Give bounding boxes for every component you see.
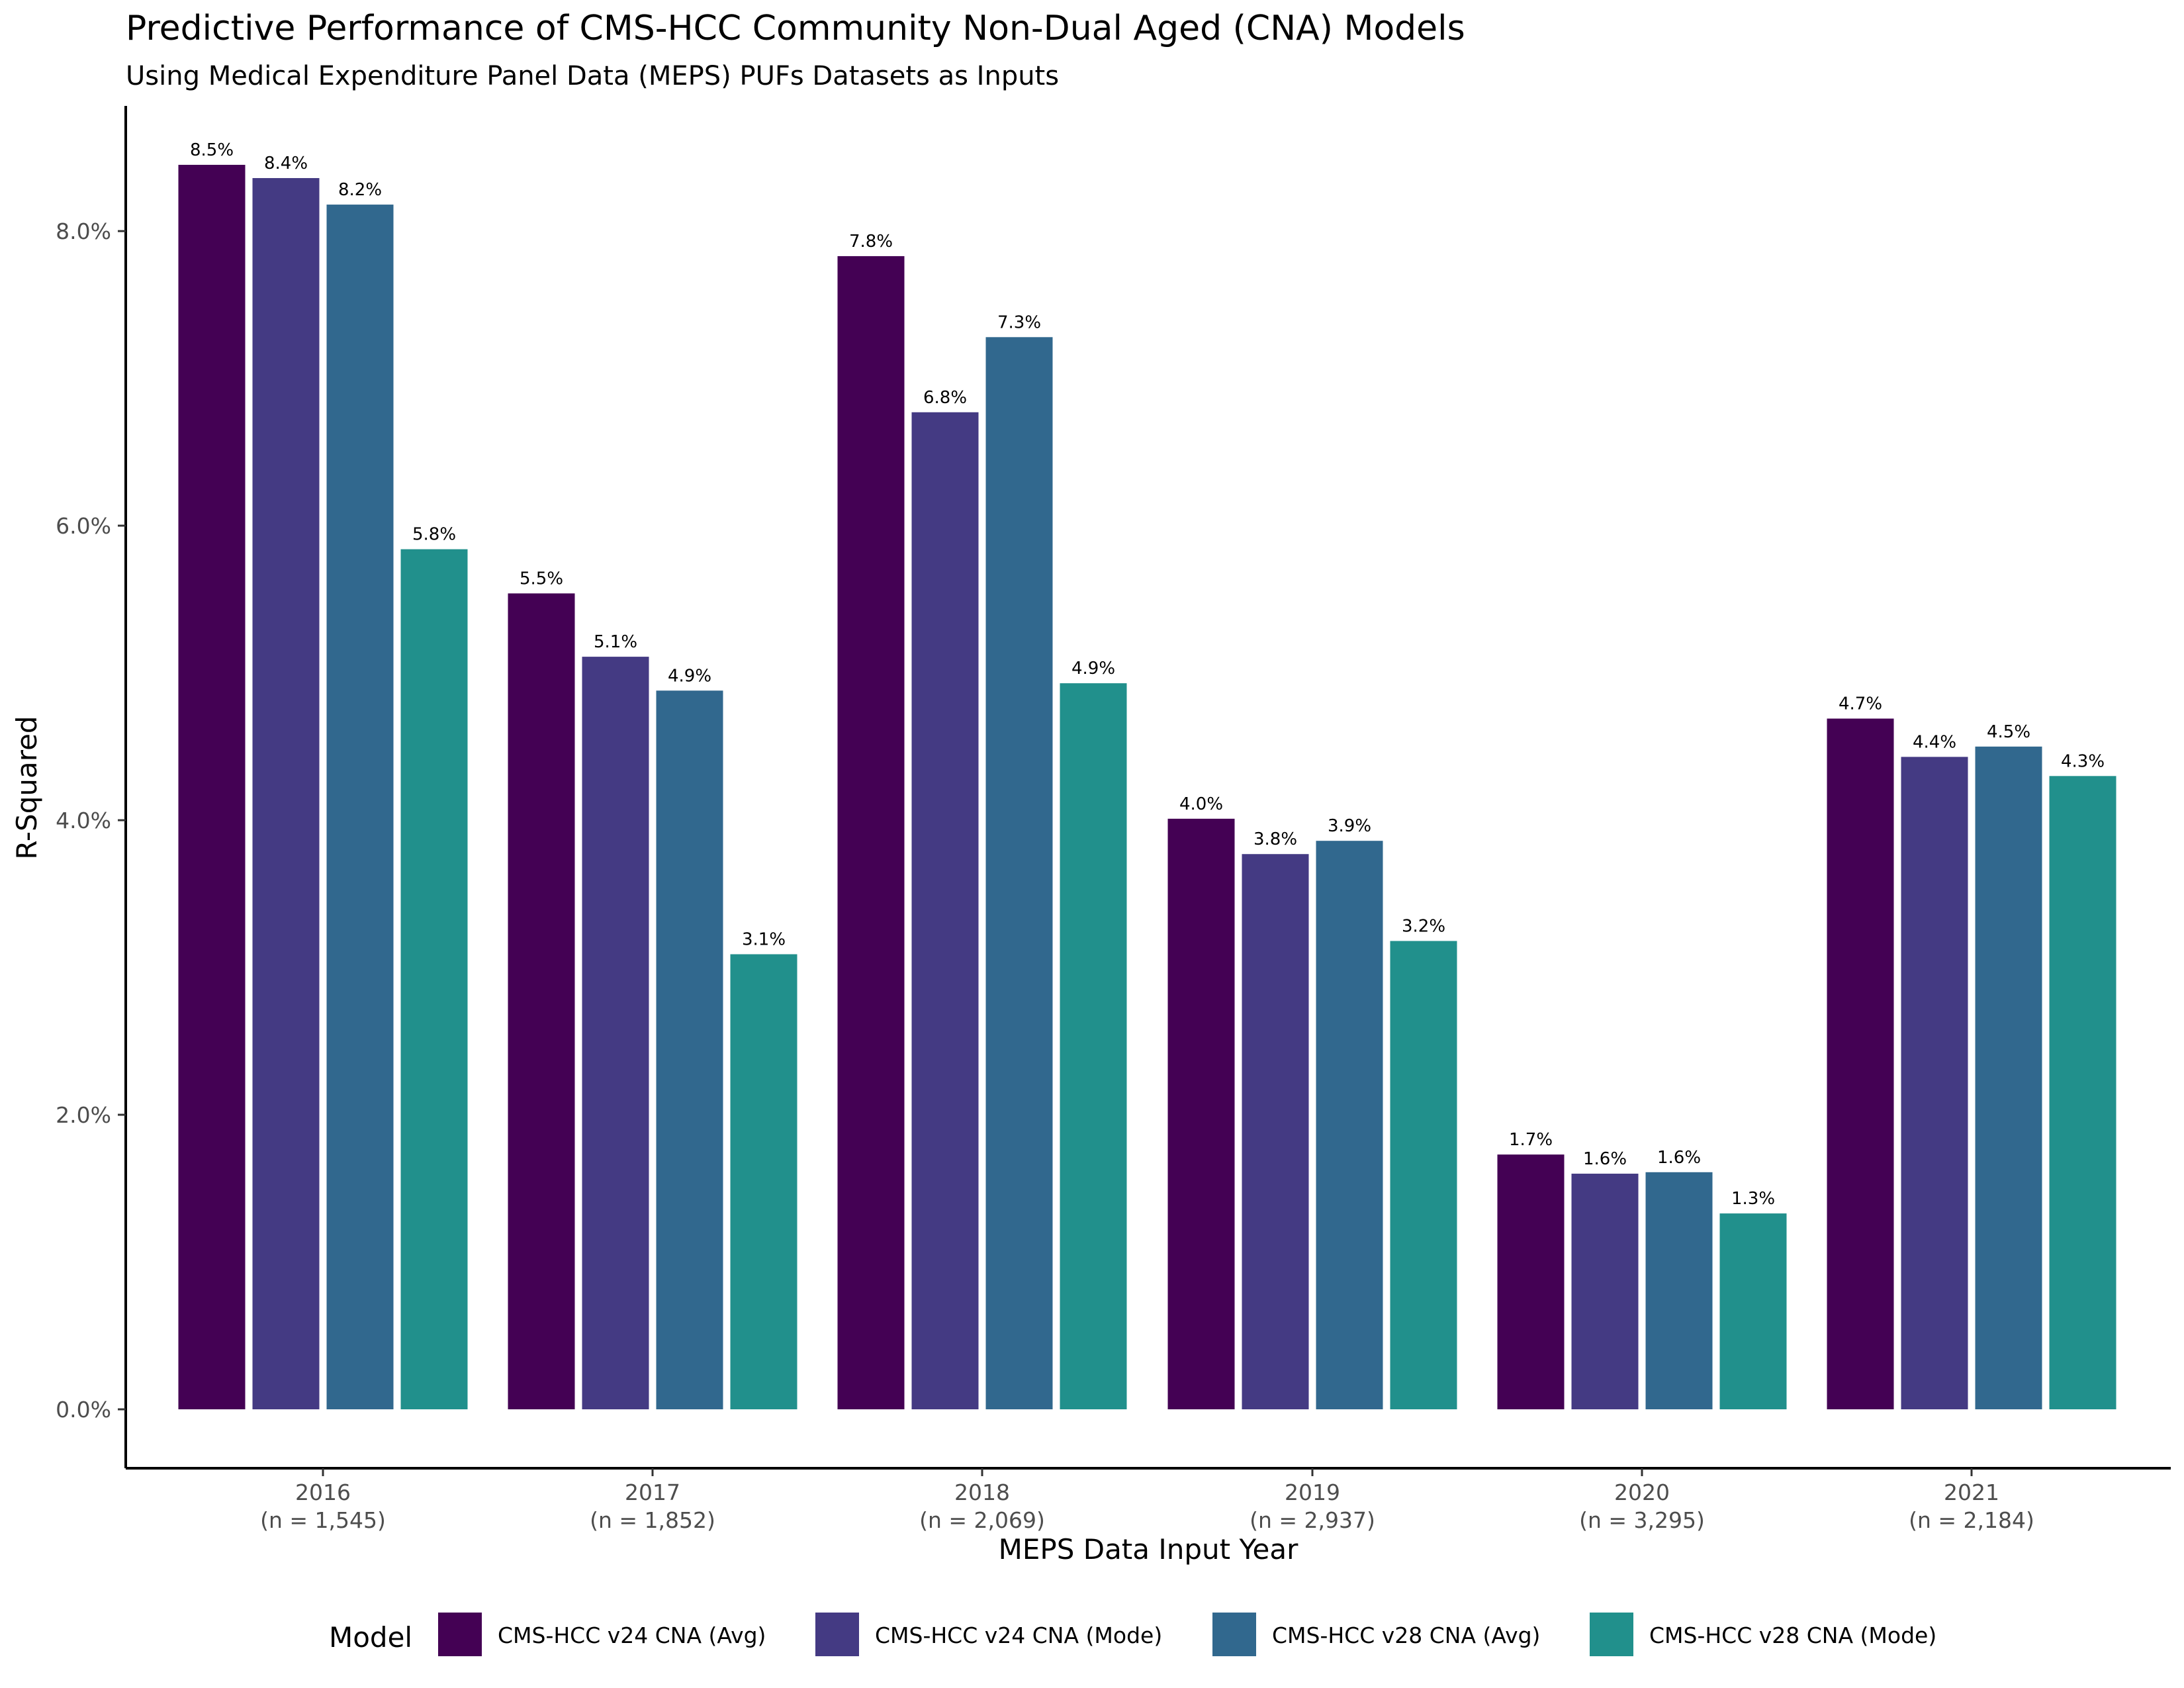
bar-data-label: 8.5% xyxy=(190,140,234,160)
bar xyxy=(1167,818,1235,1410)
x-tick-sublabel: (n = 3,295) xyxy=(1579,1507,1705,1533)
x-tick-sublabel: (n = 1,852) xyxy=(590,1507,715,1533)
bar-data-label: 3.1% xyxy=(742,930,786,950)
legend-item-label: CMS-HCC v24 CNA (Mode) xyxy=(875,1622,1162,1648)
bar-data-label: 3.2% xyxy=(1402,916,1445,936)
bar xyxy=(1497,1154,1565,1410)
bar xyxy=(656,690,723,1410)
y-tick-label: 2.0% xyxy=(56,1102,111,1128)
bar xyxy=(1316,841,1383,1410)
bar-data-label: 4.5% xyxy=(1987,722,2030,742)
bar xyxy=(1571,1174,1639,1410)
bar xyxy=(1645,1172,1713,1410)
bar xyxy=(730,954,797,1410)
y-tick-label: 0.0% xyxy=(56,1397,111,1423)
x-axis-title: MEPS Data Input Year xyxy=(999,1533,1299,1566)
bar-data-label: 8.2% xyxy=(338,180,382,200)
chart-subtitle: Using Medical Expenditure Panel Data (ME… xyxy=(126,61,1059,91)
bar-data-label: 7.3% xyxy=(997,312,1041,332)
bar-data-label: 1.7% xyxy=(1509,1130,1553,1150)
bar-data-label: 7.8% xyxy=(849,232,893,252)
bar-data-label: 8.4% xyxy=(264,154,308,173)
x-tick-label: 2021 xyxy=(1944,1479,1999,1505)
bar-data-label: 3.9% xyxy=(1328,816,1371,836)
chart-title: Predictive Performance of CMS-HCC Commun… xyxy=(126,9,1465,48)
legend: Model CMS-HCC v24 CNA (Avg) CMS-HCC v24 C… xyxy=(329,1613,1936,1656)
y-axis: 0.0% 2.0% 4.0% 6.0% 8.0% xyxy=(56,218,126,1423)
legend-swatch xyxy=(438,1613,482,1656)
bar-data-label: 4.4% xyxy=(1913,732,1956,752)
bar xyxy=(837,256,905,1410)
bar xyxy=(1975,746,2042,1410)
x-tick-label: 2017 xyxy=(625,1479,680,1505)
bar-data-label: 4.9% xyxy=(1071,659,1115,679)
legend-swatch xyxy=(1212,1613,1256,1656)
bar xyxy=(1060,683,1127,1410)
bar xyxy=(1242,854,1309,1410)
legend-item-label: CMS-HCC v24 CNA (Avg) xyxy=(498,1622,766,1648)
bar-data-label: 1.6% xyxy=(1657,1148,1701,1168)
bar-data-label: 5.1% xyxy=(594,632,637,652)
y-axis-title: R-Squared xyxy=(11,716,43,859)
bar xyxy=(985,337,1053,1410)
legend-swatch xyxy=(815,1613,859,1656)
x-tick-sublabel: (n = 1,545) xyxy=(260,1507,386,1533)
bar xyxy=(326,205,394,1410)
legend-title: Model xyxy=(329,1621,412,1654)
y-tick-label: 8.0% xyxy=(56,218,111,244)
legend-item-label: CMS-HCC v28 CNA (Mode) xyxy=(1649,1622,1936,1648)
bar xyxy=(508,593,575,1410)
x-tick-label: 2016 xyxy=(295,1479,351,1505)
bar xyxy=(911,412,979,1410)
x-tick-label: 2018 xyxy=(954,1479,1010,1505)
plot-area: 8.5% 5.5% 7.8% 4.0% 1.7% 4.7% 8.4% 5.1% 6.8% 3.8%… xyxy=(178,140,2116,1410)
x-tick-label: 2019 xyxy=(1285,1479,1340,1505)
bar-data-label: 4.7% xyxy=(1839,694,1882,714)
bar-data-label: 6.8% xyxy=(923,388,967,408)
bar-data-label: 1.6% xyxy=(1583,1149,1627,1169)
bar xyxy=(1719,1213,1787,1410)
legend-swatch xyxy=(1590,1613,1633,1656)
x-tick-label: 2020 xyxy=(1614,1479,1670,1505)
bar xyxy=(1390,941,1457,1410)
x-tick-sublabel: (n = 2,937) xyxy=(1250,1507,1375,1533)
bar xyxy=(1827,718,1894,1410)
bar-data-label: 3.8% xyxy=(1253,829,1297,849)
bar-data-label: 5.5% xyxy=(520,569,563,588)
bar-data-label: 4.9% xyxy=(668,666,711,686)
x-tick-sublabel: (n = 2,184) xyxy=(1909,1507,2034,1533)
bar xyxy=(582,657,649,1410)
bar xyxy=(2049,776,2116,1410)
legend-item-label: CMS-HCC v28 CNA (Avg) xyxy=(1272,1622,1540,1648)
x-axis: 2016(n = 1,545)2017(n = 1,852)2018(n = 2… xyxy=(260,1468,2034,1533)
bar xyxy=(1901,757,1968,1410)
bar-data-label: 1.3% xyxy=(1731,1189,1775,1209)
bar-data-label: 4.0% xyxy=(1179,794,1223,814)
x-tick-sublabel: (n = 2,069) xyxy=(919,1507,1045,1533)
y-tick-label: 4.0% xyxy=(56,808,111,833)
bar-data-label: 4.3% xyxy=(2061,751,2105,771)
bar xyxy=(252,178,320,1410)
y-tick-label: 6.0% xyxy=(56,513,111,539)
bar xyxy=(400,549,468,1410)
bar xyxy=(178,164,246,1410)
bar-data-label: 5.8% xyxy=(412,525,456,545)
